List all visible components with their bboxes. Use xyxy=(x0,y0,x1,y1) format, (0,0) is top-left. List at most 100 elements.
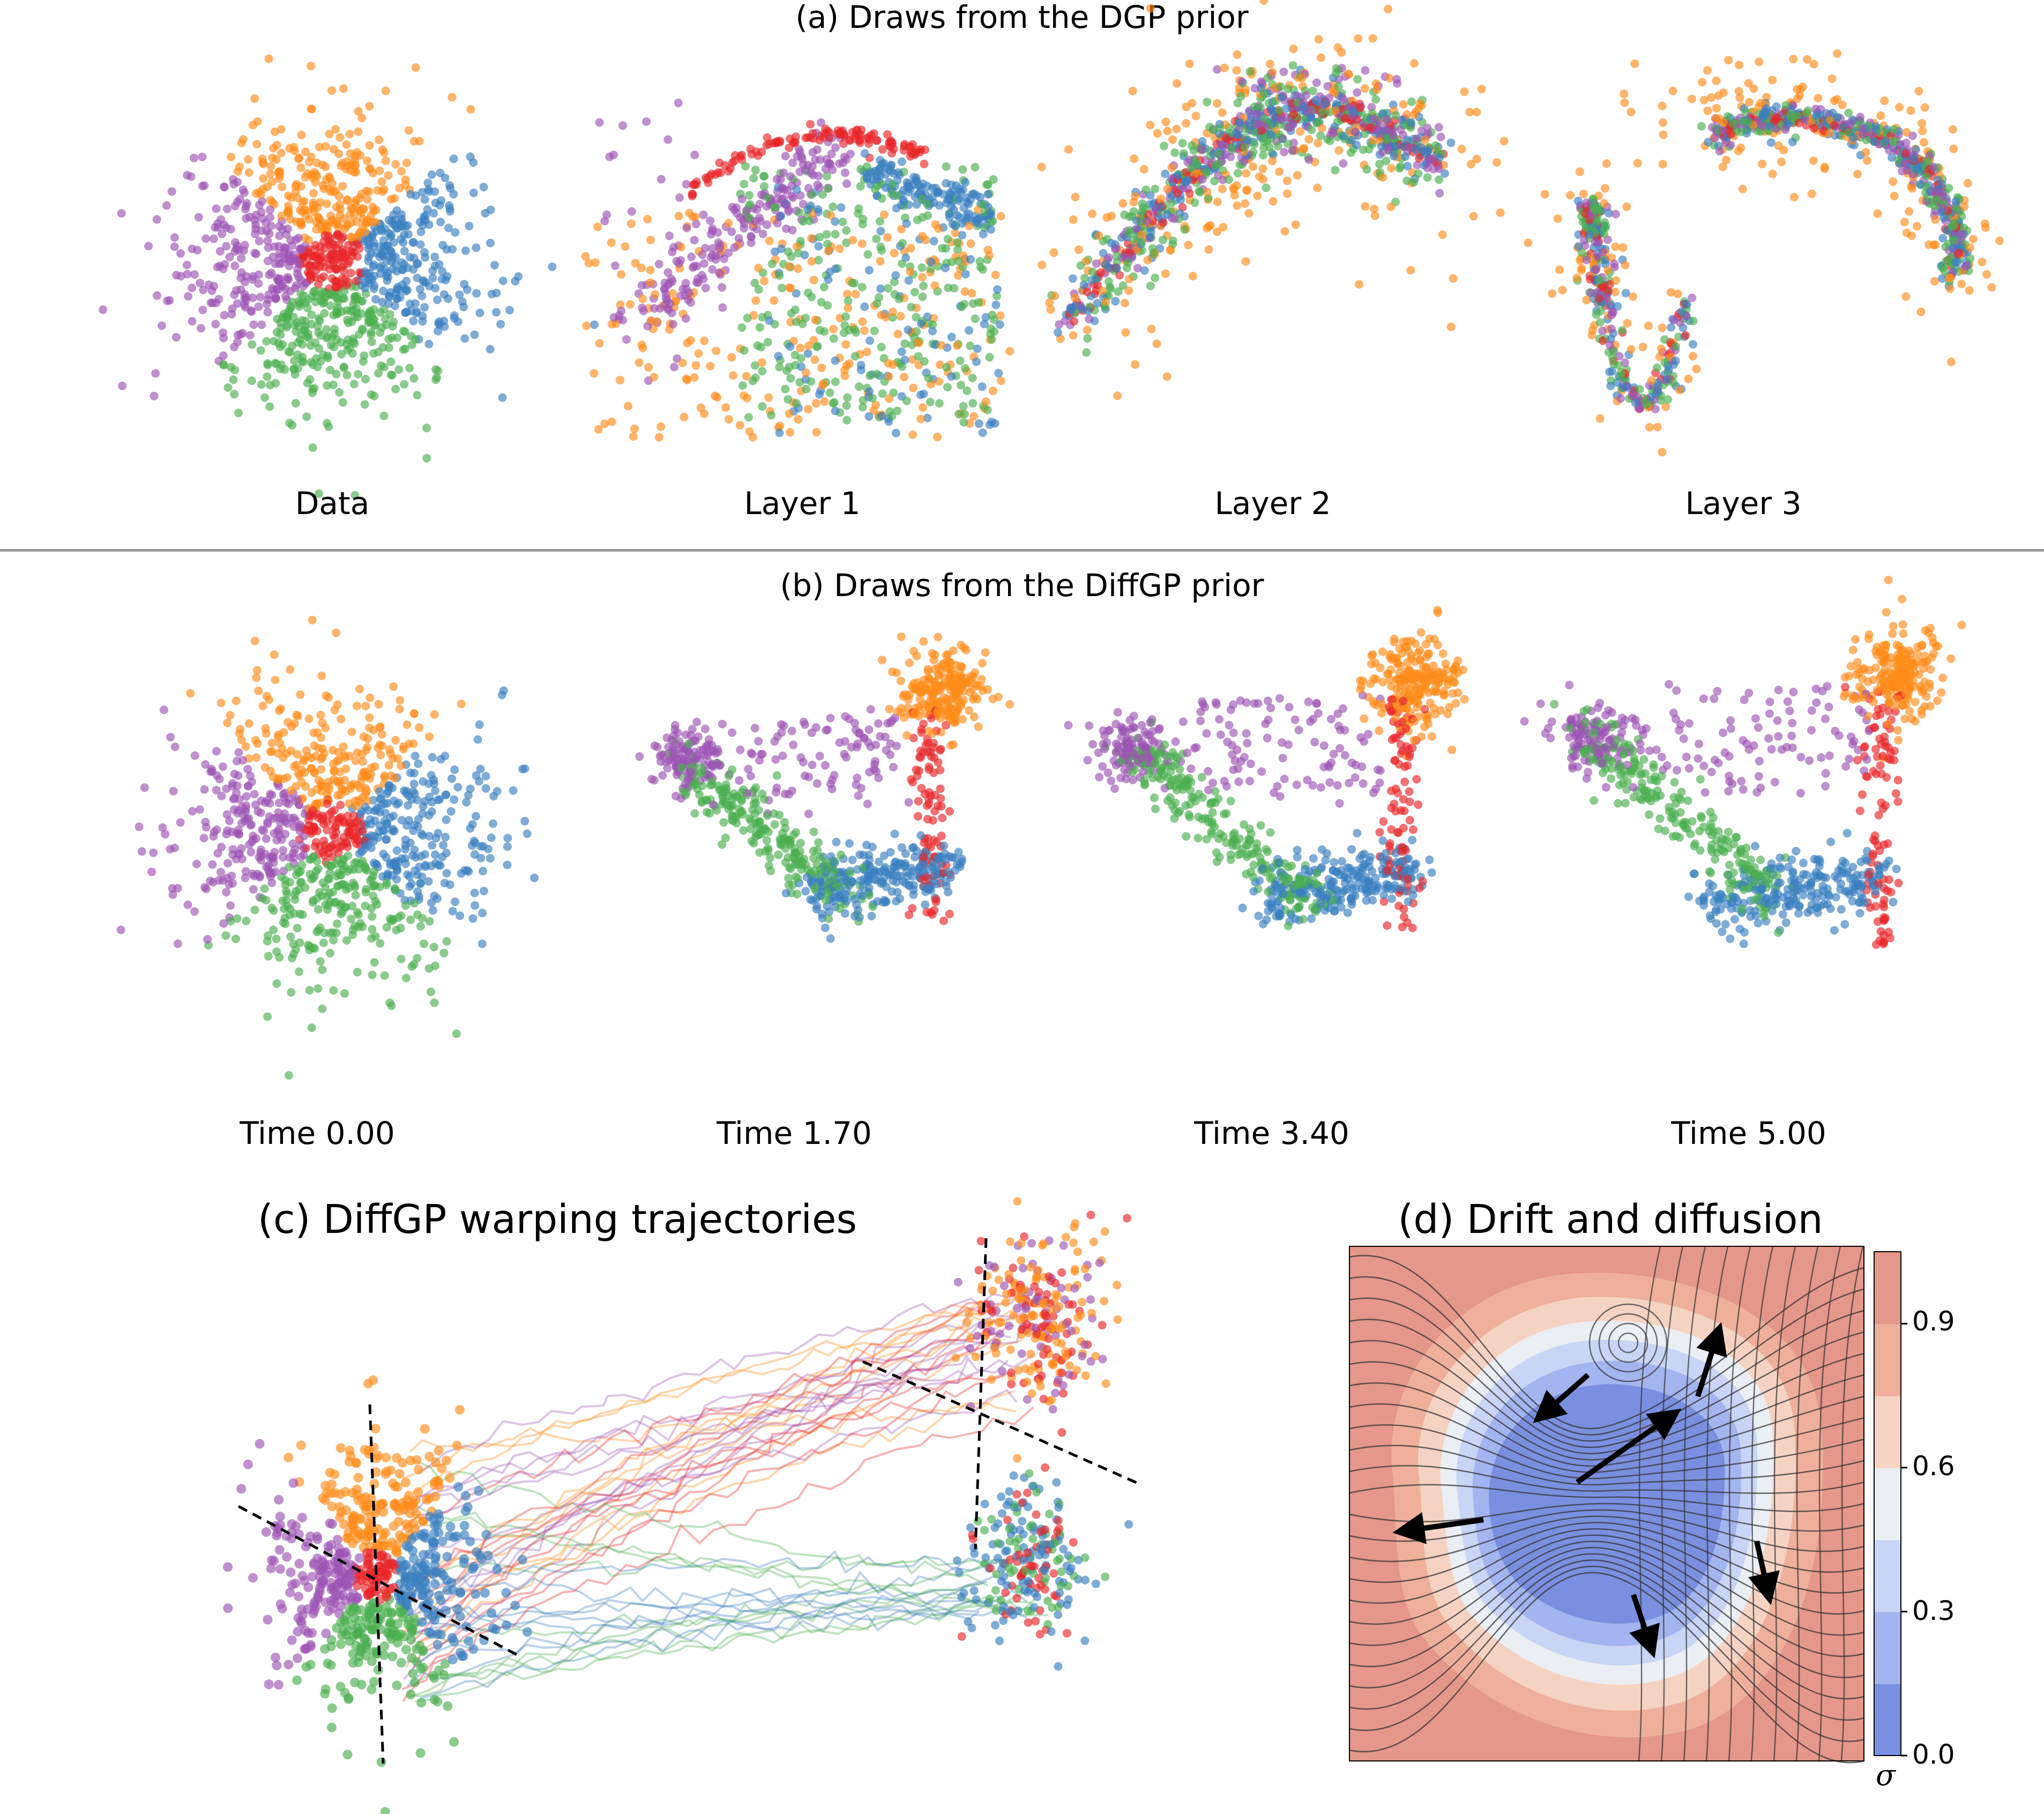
scatter-point xyxy=(842,401,851,410)
scatter-point xyxy=(318,1004,327,1013)
scatter-point xyxy=(1153,129,1162,138)
scatter-point xyxy=(228,175,237,184)
scatter-point xyxy=(308,385,317,393)
scatter-point xyxy=(366,165,375,174)
scatter-point xyxy=(365,141,374,150)
scatter-point xyxy=(248,340,257,349)
scatter-point xyxy=(779,168,788,177)
scatter-point xyxy=(824,159,833,168)
scatter-point xyxy=(941,244,950,253)
scatter-point xyxy=(1387,163,1396,173)
scatter-point xyxy=(1982,270,1991,279)
scatter-point xyxy=(283,275,292,284)
scatter-point xyxy=(1978,257,1987,266)
scatter-point xyxy=(1076,261,1085,270)
scatter-point xyxy=(476,764,485,774)
scatter-point xyxy=(264,295,273,304)
scatter-point xyxy=(284,209,293,218)
scatter-point xyxy=(1240,157,1248,166)
scatter-point xyxy=(919,281,928,291)
scatter-point xyxy=(807,377,816,386)
scatter-point xyxy=(269,144,278,153)
scatter-point xyxy=(1092,274,1101,283)
scatter-point xyxy=(1646,392,1655,402)
scatter-point xyxy=(367,820,376,829)
scatter-point xyxy=(1907,184,1916,193)
scatter-point xyxy=(787,309,796,318)
scatter-point xyxy=(1219,222,1228,232)
scatter-point xyxy=(296,220,305,229)
scatter-point xyxy=(888,307,897,316)
scatter-point xyxy=(1888,153,1896,162)
scatter-point xyxy=(332,265,341,274)
scatter-point xyxy=(1600,218,1609,227)
scatter-point xyxy=(1803,55,1811,64)
scatter-point xyxy=(808,148,817,157)
scatter-point xyxy=(1609,308,1617,317)
scatter-point xyxy=(706,216,715,225)
scatter-point xyxy=(840,328,848,337)
scatter-point xyxy=(247,847,256,857)
scatter-point xyxy=(728,371,737,380)
scatter-point xyxy=(409,769,419,778)
scatter-point xyxy=(1692,365,1701,374)
scatter-point xyxy=(236,273,245,282)
scatter-point xyxy=(215,247,225,256)
scatter-point xyxy=(1652,363,1661,372)
scatter-point xyxy=(422,423,431,433)
scatter-point xyxy=(1718,162,1727,172)
scatter-point xyxy=(350,313,359,321)
scatter-point xyxy=(1579,190,1588,198)
scatter-point xyxy=(1774,141,1783,150)
scatter-point xyxy=(1128,86,1137,95)
scatter-point xyxy=(1205,123,1214,131)
scatter-point xyxy=(691,361,700,370)
scatter-point xyxy=(1618,383,1628,392)
scatter-point xyxy=(1968,235,1978,243)
scatter-point xyxy=(329,381,338,389)
scatter-point xyxy=(1566,191,1575,200)
scatter-point xyxy=(1339,159,1348,168)
scatter-point xyxy=(1965,286,1974,295)
scatter-point xyxy=(1160,142,1169,151)
scatter-point xyxy=(966,341,975,351)
scatter-point xyxy=(461,246,470,255)
scatter-point xyxy=(376,939,385,948)
scatter-point xyxy=(1237,77,1247,86)
scatter-point xyxy=(167,187,176,196)
scatter-point xyxy=(1610,287,1620,296)
scatter-point xyxy=(266,205,274,214)
scatter-point xyxy=(1434,123,1443,132)
scatter-point xyxy=(267,269,276,277)
scatter-point xyxy=(1966,243,1975,252)
scatter-point xyxy=(1142,185,1151,194)
scatter-point xyxy=(451,228,460,237)
diffgp-time0-scatter xyxy=(116,615,539,1080)
scatter-point xyxy=(1163,184,1172,194)
panel-label-layer3: Layer 3 xyxy=(1685,485,1802,522)
scatter-point xyxy=(1681,331,1690,340)
scatter-point xyxy=(969,412,978,421)
scatter-point xyxy=(1951,197,1960,206)
scatter-point xyxy=(425,281,434,291)
scatter-point xyxy=(354,370,363,378)
scatter-point xyxy=(314,905,323,914)
scatter-point xyxy=(378,227,386,236)
scatter-point xyxy=(233,299,242,308)
scatter-point xyxy=(248,121,257,130)
scatter-point xyxy=(1267,130,1276,139)
scatter-point xyxy=(1101,298,1110,307)
scatter-point xyxy=(691,180,700,189)
scatter-point xyxy=(302,746,311,755)
scatter-point xyxy=(680,412,689,421)
scatter-point xyxy=(431,198,440,207)
scatter-point xyxy=(218,762,227,771)
scatter-point xyxy=(1949,144,1958,153)
scatter-point xyxy=(1765,122,1774,131)
scatter-point xyxy=(276,330,285,339)
scatter-point xyxy=(1203,188,1212,197)
scatter-point xyxy=(401,308,411,317)
scatter-point xyxy=(1871,122,1880,131)
scatter-point xyxy=(298,198,307,207)
scatter-point xyxy=(282,323,292,332)
